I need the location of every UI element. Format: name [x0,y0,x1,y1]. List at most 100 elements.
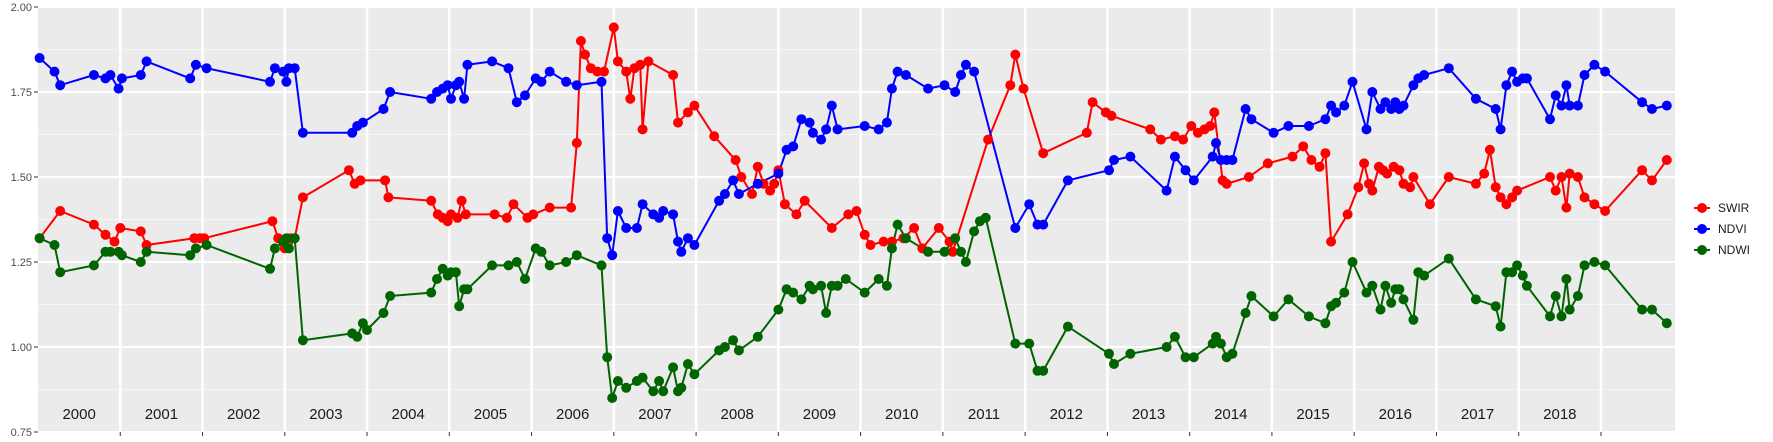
data-point-ndwi [873,274,884,284]
data-point-swir [426,195,437,206]
y-tick-label: 0.75 [11,427,32,439]
data-point-swir [865,240,876,250]
data-point-swir [1287,151,1298,162]
year-label: 2009 [803,406,836,423]
data-point-ndwi [689,369,700,380]
data-point-ndwi [141,246,152,257]
data-point-ndwi [668,362,679,373]
data-point-ndwi [1246,291,1257,301]
data-point-ndvi [733,189,744,199]
data-point-ndvi [1398,100,1409,111]
data-point-ndvi [821,124,832,135]
data-point-swir [1359,158,1370,169]
data-point-ndvi [454,76,465,87]
data-point-ndvi [536,76,547,87]
data-point-ndwi [596,260,607,271]
data-point-ndvi [631,223,642,233]
data-point-ndwi [676,382,687,393]
data-point-ndwi [503,260,514,271]
major-gridlines [38,6,1675,433]
data-point-ndvi [1246,114,1257,125]
data-point-ndwi [1339,287,1350,298]
year-label: 2002 [227,406,260,423]
data-point-swir [1490,182,1501,193]
data-point-ndvi [816,134,827,145]
data-point-ndvi [426,93,437,104]
data-point-ndvi [141,56,152,67]
data-point-swir [1484,144,1495,155]
minor-gridlines [38,49,1675,390]
data-point-ndwi [1303,311,1314,322]
data-point-ndwi [1647,304,1657,315]
data-point-ndwi [832,280,843,291]
data-point-ndwi [426,287,437,298]
data-point-ndwi [956,246,966,257]
data-point-ndvi [1589,59,1600,70]
data-point-swir [1326,236,1337,247]
data-point-ndwi [1109,359,1119,369]
data-point-swir [1081,127,1092,138]
data-point-swir [297,192,308,203]
data-point-ndvi [1361,124,1372,135]
data-point-swir [1298,141,1309,152]
data-point-swir [1038,148,1049,159]
data-point-ndvi [113,83,124,94]
data-point-ndvi [607,250,618,261]
data-point-ndwi [116,250,127,261]
data-point-swir [1382,168,1393,179]
data-point-swir [1443,172,1454,182]
data-point-swir [1556,172,1567,182]
data-point-ndwi [1512,260,1523,271]
data-point-ndvi [265,76,275,87]
data-point-ndvi [269,63,280,74]
data-point-ndwi [960,257,971,267]
data-point-ndvi [676,246,687,257]
data-point-swir [1564,168,1575,179]
data-point-ndwi [1443,253,1454,264]
data-point-swir [109,236,120,247]
data-point-swir [489,209,500,220]
data-point-ndwi [55,267,66,278]
data-point-ndvi [1227,155,1238,165]
legend-key-point [1697,203,1707,213]
data-point-ndwi [561,257,572,267]
data-point-ndwi [658,386,669,397]
data-point-ndvi [1367,87,1378,97]
year-label: 2018 [1543,406,1576,423]
data-point-ndvi [297,127,308,138]
data-point-ndwi [682,359,693,369]
data-point-swir [673,117,683,128]
data-point-ndvi [571,80,582,91]
data-point-ndvi [1637,97,1648,108]
data-point-ndvi [1303,121,1314,131]
legend-label: SWIR [1718,201,1750,215]
data-point-swir [851,206,862,216]
data-point-ndwi [362,325,372,335]
data-point-ndwi [571,250,582,261]
data-point-swir [1320,148,1331,159]
year-divider-lines [119,7,1603,432]
data-point-swir [779,199,790,210]
data-point-ndwi [1637,304,1648,315]
data-point-ndvi [462,59,473,70]
data-point-swir [1408,172,1419,182]
data-point-ndwi [536,246,547,257]
data-point-ndvi [357,117,368,128]
year-label: 2003 [309,406,342,423]
data-point-ndwi [281,233,292,244]
data-point-ndwi [900,233,911,244]
data-point-ndvi [88,70,99,80]
data-point-ndwi [1600,260,1611,271]
data-point-swir [730,155,741,165]
data-point-swir [1178,134,1189,145]
data-point-swir [1479,168,1490,179]
data-point-swir [843,209,854,220]
data-point-ndwi [269,243,280,254]
data-point-swir [983,134,994,145]
data-point-ndwi [654,376,665,386]
data-point-ndwi [621,382,632,393]
data-point-swir [612,56,623,67]
data-point-ndvi [1188,175,1199,186]
legend: SWIR NDVI NDWI [1694,201,1750,257]
